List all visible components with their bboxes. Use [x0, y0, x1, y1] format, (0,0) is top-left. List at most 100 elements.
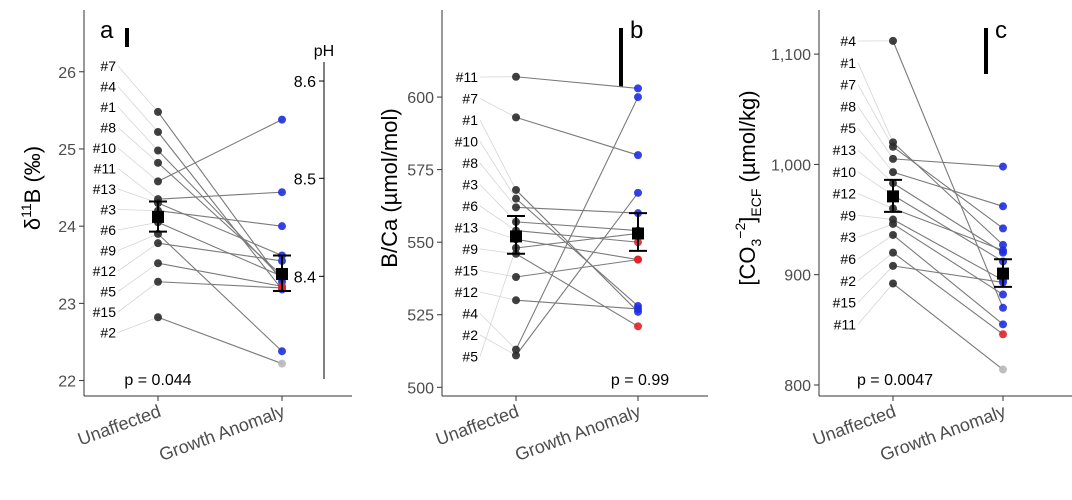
pair-connector — [515, 192, 639, 356]
label-leader-line — [857, 215, 894, 220]
label-leader-line — [479, 119, 517, 191]
pair-connector — [515, 189, 639, 313]
unaffected-point — [889, 142, 897, 151]
sample-label: #6 — [100, 222, 116, 238]
y-tick-label: 550 — [407, 235, 434, 252]
pair-connector — [892, 283, 1004, 370]
sample-label: #11 — [834, 316, 857, 332]
mean-marker — [152, 210, 164, 223]
pair-connector — [515, 198, 639, 307]
anomaly-point — [999, 162, 1007, 171]
unaffected-point — [512, 185, 520, 194]
anomaly-point — [999, 202, 1007, 211]
unaffected-point — [889, 219, 897, 228]
sample-label: #13 — [455, 220, 479, 236]
sample-label: #9 — [100, 243, 116, 259]
y-tick-label: 25 — [58, 142, 76, 159]
pair-connector — [515, 116, 639, 156]
label-leader-line — [857, 84, 894, 147]
p-value-label: p = 0.044 — [124, 372, 191, 389]
pair-connector — [515, 253, 639, 327]
unaffected-point — [154, 107, 162, 116]
sample-label: #8 — [840, 98, 856, 114]
label-leader-line — [117, 221, 159, 231]
anomaly-point — [634, 322, 642, 331]
label-leader-line — [117, 127, 159, 164]
mean-marker — [997, 267, 1009, 280]
label-leader-line — [857, 223, 894, 238]
sample-label: #7 — [840, 77, 856, 93]
sample-label: #9 — [840, 207, 856, 223]
pair-connector — [515, 299, 639, 310]
p-value-label: p = 0.99 — [611, 372, 669, 389]
sample-label: #15 — [93, 304, 117, 320]
unaffected-point — [889, 36, 897, 45]
label-leader-line — [117, 168, 159, 200]
y-tick-label: 525 — [407, 308, 434, 325]
y-axis-title: B/Ca (µmol/mol) — [377, 108, 402, 267]
pair-connector — [157, 111, 283, 283]
anomaly-point — [278, 359, 286, 368]
mean-marker — [276, 268, 288, 281]
y-tick-label: 22 — [58, 374, 76, 391]
pair-connector — [515, 96, 639, 350]
label-leader-line — [479, 205, 517, 231]
sample-label: #5 — [462, 349, 478, 365]
sample-label: #2 — [462, 327, 478, 343]
panel-letter: a — [100, 17, 114, 44]
x-tick-label: Growth Anomaly — [877, 401, 1008, 465]
anomaly-point — [278, 347, 286, 356]
sample-label: #8 — [462, 155, 478, 171]
label-leader-line — [857, 283, 894, 325]
pair-connector — [157, 281, 283, 289]
unaffected-point — [154, 127, 162, 136]
pair-connector — [892, 223, 1004, 296]
pair-connector — [515, 221, 639, 232]
unaffected-point — [889, 230, 897, 239]
p-value-label: p = 0.0047 — [857, 372, 933, 389]
y-tick-label: 26 — [58, 65, 76, 82]
ph-tick-label: 8.6 — [294, 74, 316, 91]
sample-label: #4 — [840, 33, 856, 49]
sample-label: #10 — [93, 140, 117, 156]
y-tick-label: 600 — [407, 90, 434, 107]
pair-connector — [157, 162, 283, 276]
anomaly-point — [278, 222, 286, 231]
y-axis-title: [CO3−2]ECF (µmol/kg) — [732, 90, 764, 285]
pair-connector — [892, 141, 1004, 246]
unaffected-point — [154, 277, 162, 286]
pair-connector — [892, 265, 1004, 283]
label-leader-line — [857, 193, 894, 209]
unaffected-point — [512, 113, 520, 122]
y-tick-label: 900 — [784, 268, 811, 285]
pair-connector — [157, 316, 283, 365]
label-leader-line — [117, 147, 159, 182]
sample-label: #12 — [833, 186, 857, 202]
y-tick-label: 1,000 — [771, 157, 811, 174]
pair-connector — [892, 252, 1004, 335]
unaffected-point — [512, 351, 520, 360]
pair-connector — [515, 238, 639, 261]
sample-label: #12 — [455, 284, 479, 300]
pair-connector — [157, 202, 283, 257]
sample-label: #1 — [840, 55, 856, 71]
anomaly-point — [634, 151, 642, 160]
unaffected-point — [154, 146, 162, 155]
anomaly-point — [999, 303, 1007, 312]
anomaly-point — [634, 188, 642, 197]
anomaly-point — [999, 320, 1007, 329]
ph-axis-title: pH — [314, 43, 334, 60]
sample-label: #8 — [100, 120, 116, 136]
y-tick-label: 500 — [407, 380, 434, 397]
sample-label: #12 — [93, 263, 117, 279]
unaffected-point — [512, 345, 520, 354]
label-leader-line — [857, 234, 894, 260]
sample-label: #10 — [455, 134, 479, 150]
y-tick-label: 23 — [58, 296, 76, 313]
pair-connector — [892, 219, 1004, 281]
anomaly-point — [999, 365, 1007, 374]
mean-marker — [510, 230, 522, 243]
